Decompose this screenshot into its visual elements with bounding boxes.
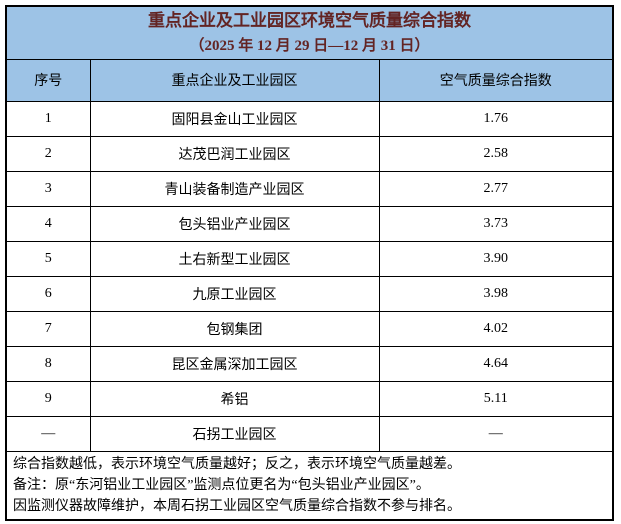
row-index-cell: 5 xyxy=(5,240,91,277)
row-value-cell: 4.02 xyxy=(378,310,614,347)
table-row: 5 土右新型工业园区 3.90 xyxy=(5,240,614,277)
row-value-cell: 3.73 xyxy=(378,205,614,242)
row-value-cell: — xyxy=(378,415,614,452)
note-line: 综合指数越低，表示环境空气质量越好；反之，表示环境空气质量越差。 xyxy=(13,456,461,472)
row-index-cell: 9 xyxy=(5,380,91,417)
row-name-cell: 希铝 xyxy=(89,380,380,417)
table-title-row: 重点企业及工业园区环境空气质量综合指数 （2025 年 12 月 29 日—12… xyxy=(5,5,614,60)
row-name-cell: 九原工业园区 xyxy=(89,275,380,312)
row-value-cell: 4.64 xyxy=(378,345,614,382)
notes-cell: 综合指数越低，表示环境空气质量越好；反之，表示环境空气质量越差。 备注：原“东河… xyxy=(5,450,614,520)
row-name-cell: 昆区金属深加工园区 xyxy=(89,345,380,382)
row-name-cell: 青山装备制造产业园区 xyxy=(89,170,380,207)
table-date-range: （2025 年 12 月 29 日—12 月 31 日） xyxy=(189,37,430,54)
table-row: 6 九原工业园区 3.98 xyxy=(5,275,614,312)
table-row: 3 青山装备制造产业园区 2.77 xyxy=(5,170,614,207)
table-row: 1 固阳县金山工业园区 1.76 xyxy=(5,100,614,137)
row-name-cell: 达茂巴润工业园区 xyxy=(89,135,380,172)
table-row: 8 昆区金属深加工园区 4.64 xyxy=(5,345,614,382)
row-index-cell: — xyxy=(5,415,91,452)
table-title-cell: 重点企业及工业园区环境空气质量综合指数 （2025 年 12 月 29 日—12… xyxy=(5,5,614,60)
row-name-cell: 包钢集团 xyxy=(89,310,380,347)
row-value-cell: 5.11 xyxy=(378,380,614,417)
row-name-cell: 包头铝业产业园区 xyxy=(89,205,380,242)
table-row: 2 达茂巴润工业园区 2.58 xyxy=(5,135,614,172)
row-index-cell: 2 xyxy=(5,135,91,172)
row-index-cell: 7 xyxy=(5,310,91,347)
row-value-cell: 2.58 xyxy=(378,135,614,172)
aqi-table-container: 重点企业及工业园区环境空气质量综合指数 （2025 年 12 月 29 日—12… xyxy=(5,5,615,521)
column-header-value: 空气质量综合指数 xyxy=(378,58,614,102)
table-title: 重点企业及工业园区环境空气质量综合指数 xyxy=(148,10,472,30)
column-header-row: 序号 重点企业及工业园区 空气质量综合指数 xyxy=(5,58,614,102)
row-index-cell: 6 xyxy=(5,275,91,312)
row-value-cell: 3.98 xyxy=(378,275,614,312)
air-quality-index-table: 重点企业及工业园区环境空气质量综合指数 （2025 年 12 月 29 日—12… xyxy=(5,5,615,521)
row-name-cell: 土右新型工业园区 xyxy=(89,240,380,277)
row-index-cell: 4 xyxy=(5,205,91,242)
column-header-name: 重点企业及工业园区 xyxy=(89,58,380,102)
row-name-cell: 石拐工业园区 xyxy=(89,415,380,452)
row-name-cell: 固阳县金山工业园区 xyxy=(89,100,380,137)
row-index-cell: 3 xyxy=(5,170,91,207)
table-row: 4 包头铝业产业园区 3.73 xyxy=(5,205,614,242)
table-row: 7 包钢集团 4.02 xyxy=(5,310,614,347)
row-value-cell: 2.77 xyxy=(378,170,614,207)
row-value-cell: 3.90 xyxy=(378,240,614,277)
notes-row: 综合指数越低，表示环境空气质量越好；反之，表示环境空气质量越差。 备注：原“东河… xyxy=(5,450,614,520)
note-line: 备注：原“东河铝业工业园区”监测点位更名为“包头铝业产业园区”。 xyxy=(13,477,430,493)
row-index-cell: 1 xyxy=(5,100,91,137)
table-row: — 石拐工业园区 — xyxy=(5,415,614,452)
note-line: 因监测仪器故障维护，本周石拐工业园区空气质量综合指数不参与排名。 xyxy=(13,498,461,514)
table-row: 9 希铝 5.11 xyxy=(5,380,614,417)
row-value-cell: 1.76 xyxy=(378,100,614,137)
column-header-no: 序号 xyxy=(5,58,91,102)
row-index-cell: 8 xyxy=(5,345,91,382)
